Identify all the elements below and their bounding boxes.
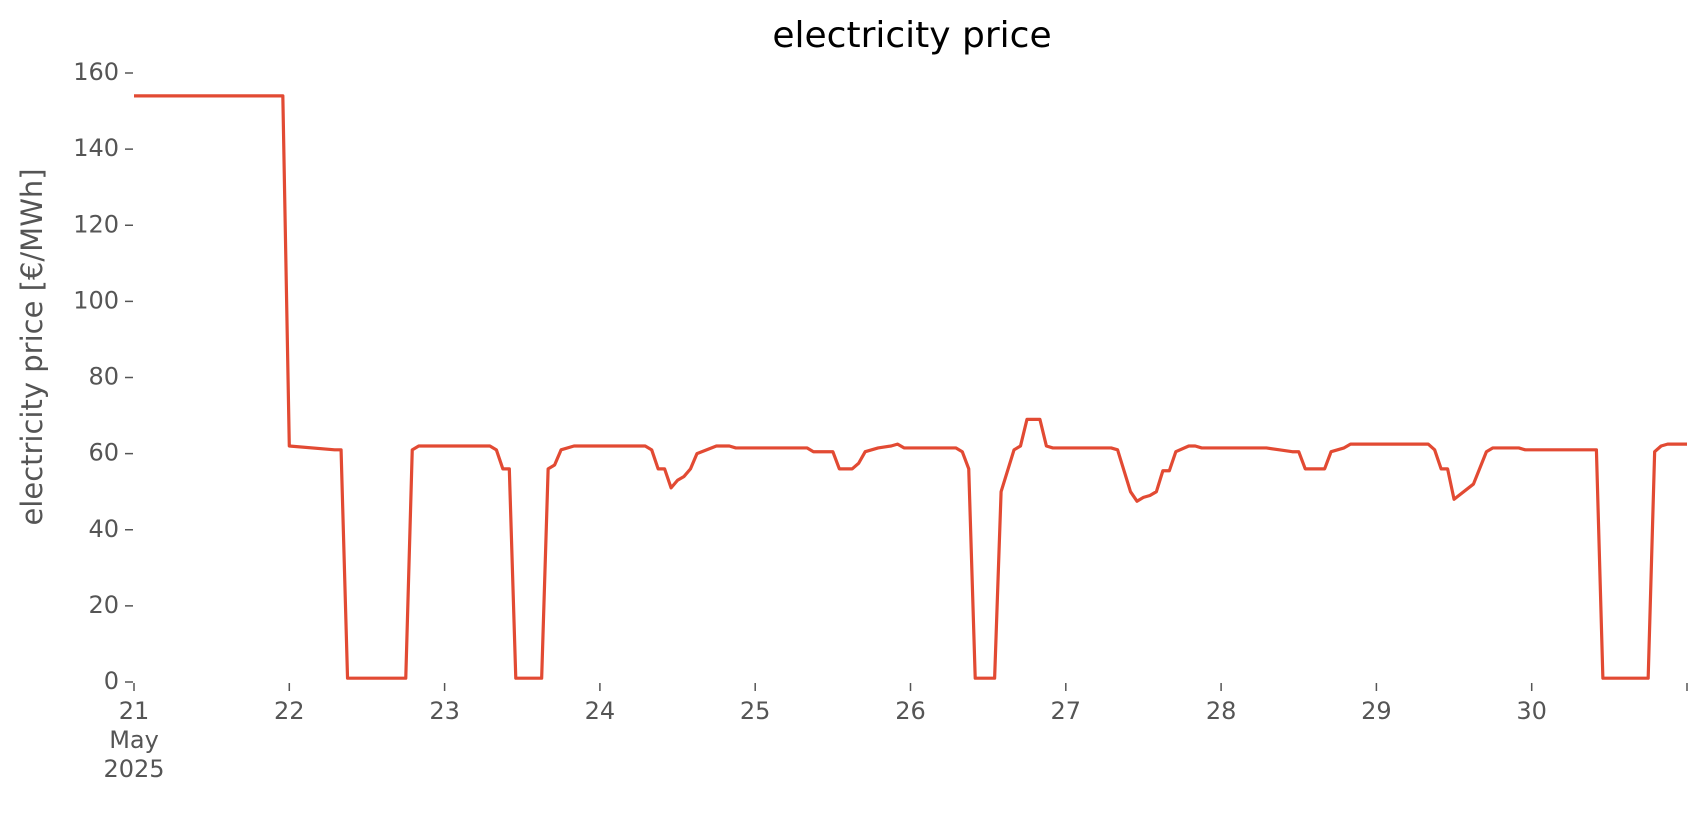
x-tick-label: 29 xyxy=(1361,697,1392,725)
y-tick-label: 40 xyxy=(88,515,119,543)
y-tick-label: 120 xyxy=(73,210,119,238)
y-tick-label: 160 xyxy=(73,58,119,86)
x-tick-label: 27 xyxy=(1050,697,1082,725)
x-tick-label: 21 May 2025 xyxy=(103,697,165,783)
x-tick-label: 28 xyxy=(1205,697,1237,725)
y-tick-label: 140 xyxy=(73,134,119,162)
y-tick-label: 60 xyxy=(88,439,119,467)
x-tick-label: 30 xyxy=(1516,697,1547,725)
y-tick-label: 20 xyxy=(88,591,119,619)
x-tick-label: 23 xyxy=(429,697,460,725)
price-line xyxy=(134,94,1687,680)
x-tick-label: 25 xyxy=(739,697,771,725)
y-tick-label: 0 xyxy=(104,667,119,695)
y-tick-label: 80 xyxy=(88,363,119,391)
x-tick-label: 26 xyxy=(895,697,926,725)
y-tick-label: 100 xyxy=(73,286,119,314)
y-axis-label: electricity price [€/MWh] xyxy=(15,168,49,525)
x-tick-label: 22 xyxy=(274,697,305,725)
chart-title: electricity price xyxy=(772,15,1051,56)
x-tick-label: 24 xyxy=(584,697,616,725)
